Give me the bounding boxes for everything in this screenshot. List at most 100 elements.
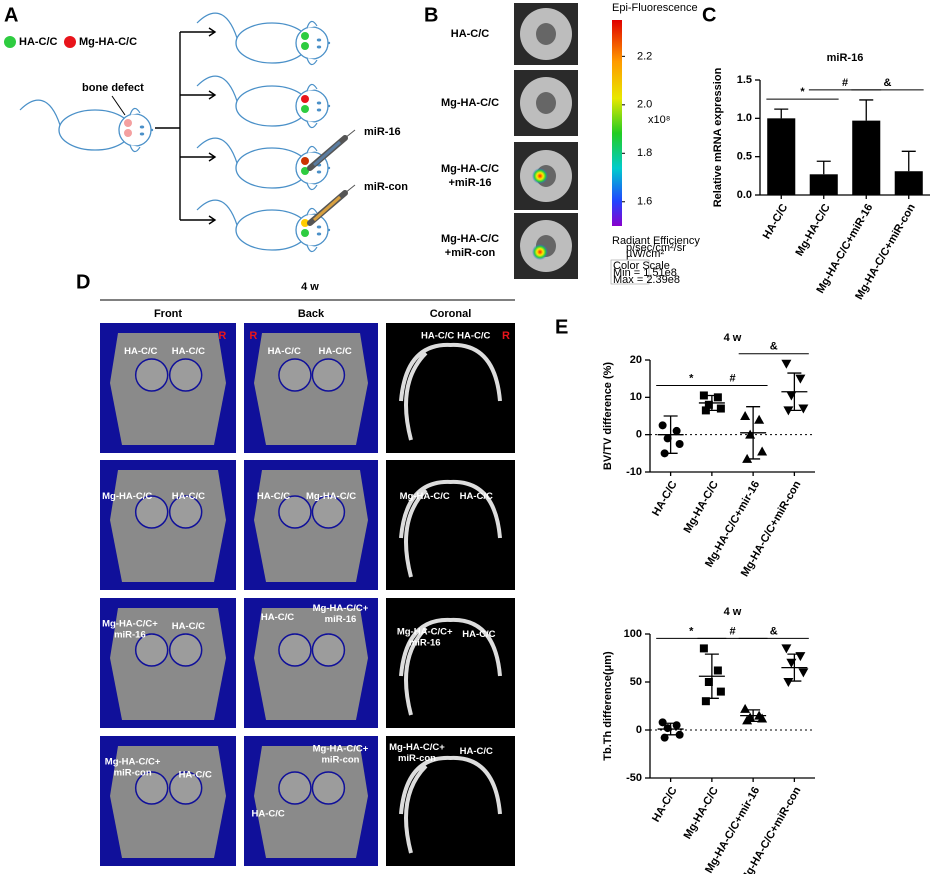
group-label: HA-C/C	[451, 28, 490, 40]
ct-label: HA-C/C	[124, 346, 157, 357]
bar	[809, 174, 838, 195]
skull-section	[399, 617, 502, 716]
arrow	[180, 90, 217, 100]
ear	[129, 107, 141, 153]
ct-label: HA-C/C	[261, 612, 294, 623]
ct-label: HA-C/C	[257, 491, 290, 502]
eye	[316, 225, 322, 229]
implant	[301, 157, 309, 165]
data-point	[754, 414, 765, 424]
ct-label: Mg-HA-C/C	[306, 491, 356, 502]
implant-site	[168, 495, 203, 529]
y-tick-label: 1.0	[737, 112, 752, 124]
error-bar	[774, 108, 789, 119]
data-point	[795, 652, 806, 662]
head	[295, 89, 329, 123]
data-point	[781, 359, 792, 369]
data-point	[798, 404, 809, 414]
skull-section	[399, 755, 502, 854]
significance-label: #	[842, 77, 848, 89]
mouse	[196, 75, 331, 129]
nose	[327, 104, 331, 108]
sd-bar	[704, 394, 719, 412]
error-bar	[816, 160, 831, 175]
significance-label: &	[770, 625, 778, 637]
ct-label: HA-C/C	[172, 491, 205, 502]
data-point	[658, 718, 667, 727]
ct-label: HA-C/C	[268, 346, 301, 357]
arrow	[180, 215, 217, 225]
orientation-marker: R	[249, 330, 257, 342]
legend-dot	[4, 36, 16, 48]
color-scale-text: Color Scale	[613, 260, 670, 272]
color-scale-text: Max = 2.39e8	[613, 274, 680, 286]
x-tick-label: HA-C/C	[761, 202, 791, 241]
ct-label: HA-C/C	[172, 346, 205, 357]
data-point	[757, 446, 768, 456]
implant-site	[311, 495, 346, 529]
sd-bar	[787, 653, 802, 682]
eye	[316, 38, 322, 42]
skull	[110, 333, 226, 445]
data-point	[675, 440, 684, 448]
ct-label: HA-C/C	[460, 491, 493, 502]
y-tick-label: 50	[630, 676, 642, 688]
ct-label: miR-16	[114, 630, 146, 641]
column-header: Back	[298, 308, 325, 320]
bar	[852, 120, 881, 195]
ct-label: HA-C/C	[457, 331, 490, 342]
legend-dot	[64, 36, 76, 48]
ct-label: Mg-HA-C/C	[102, 491, 152, 502]
ear	[306, 83, 318, 129]
data-point	[716, 687, 725, 696]
data-point	[740, 703, 751, 713]
data-point	[781, 644, 792, 654]
skull	[110, 608, 226, 720]
defect	[536, 92, 556, 114]
data-point	[675, 730, 684, 739]
implant-site	[311, 771, 346, 805]
data-point	[704, 400, 713, 409]
group-label: Mg-HA-C/C	[441, 97, 499, 109]
x-tick-label: HA-C/C	[650, 785, 680, 824]
data-point	[740, 411, 751, 420]
error-bar	[901, 150, 916, 172]
implant	[301, 219, 309, 227]
y-tick-label: 0.0	[737, 189, 752, 201]
ct-label: Mg-HA-C/C+	[389, 742, 445, 753]
tail	[196, 12, 238, 39]
panel-letter: B	[424, 4, 438, 26]
significance-label: *	[689, 625, 694, 637]
ear	[306, 207, 318, 253]
ct-label: miR-16	[325, 614, 357, 625]
implant	[301, 167, 309, 175]
significance-label: &	[770, 341, 778, 353]
y-tick-label: 0	[636, 429, 642, 441]
ct-image	[386, 598, 515, 728]
skull	[254, 333, 368, 445]
y-tick-label: 0	[636, 724, 642, 736]
panel-letter: E	[555, 316, 568, 338]
ct-label: miR-con	[398, 753, 436, 764]
data-point	[672, 721, 681, 730]
mouse	[196, 12, 331, 66]
y-tick-label: 1.5	[737, 74, 752, 86]
sd-bar	[746, 709, 761, 723]
fluorescence-spot	[532, 244, 548, 260]
data-point	[757, 713, 768, 723]
tail	[196, 199, 238, 226]
group-label: +miR-16	[448, 177, 491, 189]
pointer	[111, 95, 126, 116]
ct-label: Mg-HA-C/C+	[397, 626, 453, 637]
mouse	[19, 99, 154, 153]
implant-site	[168, 771, 203, 805]
error-bar	[859, 99, 874, 121]
data-point	[660, 733, 669, 742]
ct-label: HA-C/C	[251, 809, 284, 820]
bar	[767, 118, 796, 195]
y-tick-label: 0.5	[737, 151, 752, 163]
x-tick-label: Mg-HA-C/C	[682, 479, 721, 535]
ct-label: Mg-HA-C/C+	[102, 619, 158, 630]
ear	[306, 145, 318, 191]
